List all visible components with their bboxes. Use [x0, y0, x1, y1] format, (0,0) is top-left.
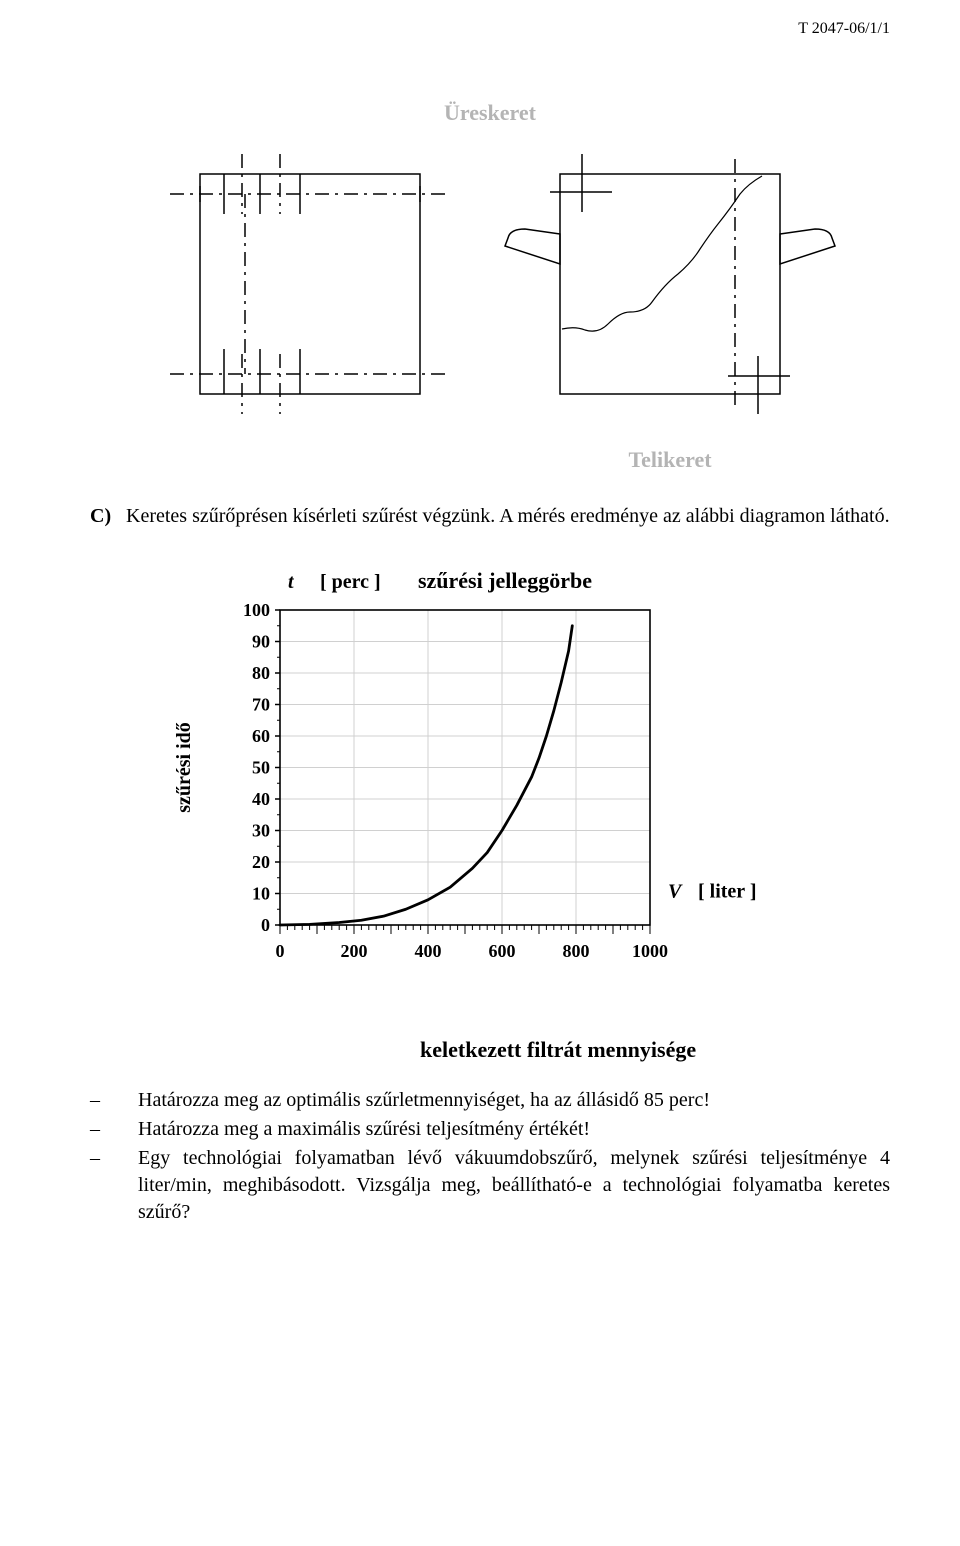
svg-text:200: 200	[341, 941, 368, 961]
task-text: Határozza meg a maximális szűrési teljes…	[138, 1116, 890, 1143]
svg-text:szűrési jelleggörbe: szűrési jelleggörbe	[418, 568, 592, 593]
svg-text:60: 60	[252, 726, 270, 746]
task-text: Határozza meg az optimális szűrletmennyi…	[138, 1087, 890, 1114]
svg-text:V: V	[668, 881, 683, 903]
svg-text:[ perc ]: [ perc ]	[320, 571, 381, 593]
top-figure: Üreskeret	[90, 100, 890, 473]
svg-text:50: 50	[252, 758, 270, 778]
svg-text:szűrési idő: szűrési idő	[173, 722, 195, 813]
paragraph-c: C) Keretes szűrőprésen kísérleti szűrést…	[90, 503, 890, 530]
svg-text:40: 40	[252, 789, 270, 809]
svg-text:400: 400	[415, 941, 442, 961]
svg-text:100: 100	[243, 600, 270, 620]
svg-text:30: 30	[252, 821, 270, 841]
dash-icon: –	[90, 1116, 138, 1143]
svg-text:70: 70	[252, 695, 270, 715]
task-item: – Határozza meg az optimális szűrletmenn…	[90, 1087, 890, 1114]
svg-text:80: 80	[252, 663, 270, 683]
svg-text:0: 0	[261, 915, 270, 935]
task-item: – Egy technológiai folyamatban lévő váku…	[90, 1145, 890, 1226]
task-list: – Határozza meg az optimális szűrletmenn…	[90, 1087, 890, 1226]
svg-text:600: 600	[489, 941, 516, 961]
chart-x-caption: keletkezett filtrát mennyisége	[420, 1037, 890, 1063]
section-c-text: Keretes szűrőprésen kísérleti szűrést vé…	[126, 503, 890, 530]
svg-text:t: t	[288, 571, 295, 593]
frame-diagram-svg	[130, 134, 850, 434]
chart-svg: 010203040506070809010002004006008001000s…	[130, 560, 830, 1020]
task-text: Egy technológiai folyamatban lévő vákuum…	[138, 1145, 890, 1226]
svg-text:[ liter ]: [ liter ]	[698, 881, 757, 903]
figure-label-top: Üreskeret	[90, 100, 890, 126]
filtration-chart: 010203040506070809010002004006008001000s…	[130, 560, 890, 1063]
task-item: – Határozza meg a maximális szűrési telj…	[90, 1116, 890, 1143]
document-id: T 2047-06/1/1	[798, 20, 890, 38]
svg-text:800: 800	[563, 941, 590, 961]
section-c-marker: C)	[90, 503, 126, 530]
svg-text:10: 10	[252, 884, 270, 904]
svg-text:1000: 1000	[632, 941, 668, 961]
dash-icon: –	[90, 1087, 138, 1114]
svg-text:0: 0	[276, 941, 285, 961]
dash-icon: –	[90, 1145, 138, 1226]
svg-text:20: 20	[252, 852, 270, 872]
svg-text:90: 90	[252, 632, 270, 652]
figure-label-bottom: Telikeret	[450, 447, 890, 473]
